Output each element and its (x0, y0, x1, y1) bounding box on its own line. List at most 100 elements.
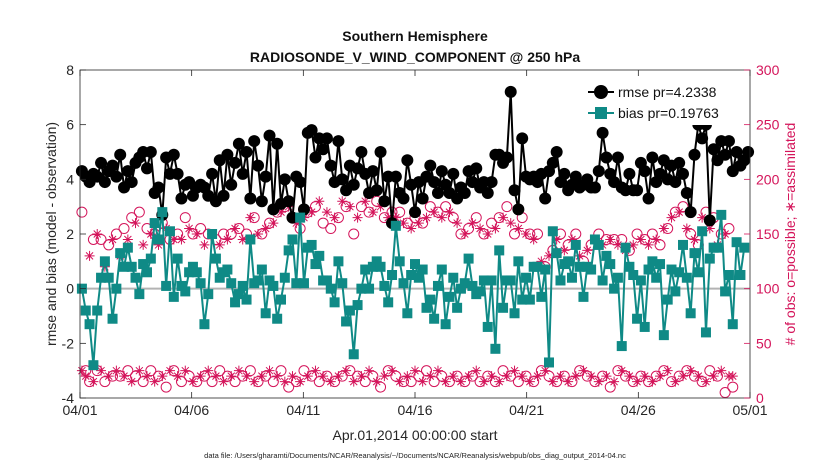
obs-assimilated-marker (111, 365, 122, 376)
obs-assimilated-marker (260, 223, 271, 234)
obs-assimilated-marker (164, 365, 175, 376)
obs-possible-marker (501, 201, 513, 213)
rmse-point (355, 146, 368, 158)
obs-assimilated-marker (390, 212, 401, 223)
bias-point (264, 275, 275, 286)
bias-point (310, 259, 321, 270)
y-tick-label: -4 (62, 390, 75, 406)
bias-point (180, 286, 191, 297)
rmse-point (332, 135, 345, 148)
bias-point (628, 270, 639, 280)
bias-point (80, 305, 91, 316)
bias-point (233, 289, 244, 300)
bias-point (436, 264, 447, 275)
obs-assimilated-marker (249, 376, 260, 387)
obs-assimilated-marker (578, 365, 589, 376)
bias-point (168, 291, 179, 302)
bias-point (712, 242, 723, 253)
rmse-point (144, 146, 157, 158)
bias-point (256, 264, 267, 275)
rmse-point (236, 167, 249, 180)
obs-possible-marker (719, 387, 731, 399)
bias-point (513, 256, 524, 267)
rmse-point (588, 181, 601, 194)
obs-assimilated-marker (700, 376, 711, 387)
obs-assimilated-marker (88, 376, 99, 387)
bias-point (666, 264, 677, 275)
obs-assimilated-marker (406, 223, 417, 234)
obs-assimilated-marker (716, 365, 727, 376)
bias-point (172, 253, 183, 264)
bias-point (727, 319, 738, 330)
x-tick-label: 04/16 (397, 402, 432, 418)
bias-point (130, 272, 141, 283)
rmse-series-group (75, 85, 755, 230)
rmse-point (592, 165, 605, 178)
obs-assimilated-marker (475, 223, 486, 234)
rmse-point (225, 178, 238, 191)
y-right-tick-label: 300 (756, 62, 780, 78)
x-tick-label: 04/01 (62, 402, 97, 418)
y-right-axis-label: # of obs: o=possible; ∗=assimilated (782, 123, 798, 346)
obs-possible-marker (348, 228, 360, 240)
bias-point (674, 267, 685, 278)
obs-assimilated-marker (306, 207, 317, 218)
bias-point (134, 289, 145, 300)
bias-point (551, 248, 562, 259)
obs-assimilated-marker (291, 218, 302, 229)
rmse-point (401, 154, 414, 167)
bias-point (578, 291, 589, 302)
bias-point (245, 234, 256, 245)
bias-point (429, 313, 440, 324)
bias-point (536, 291, 547, 302)
bias-point (237, 280, 248, 291)
obs-assimilated-marker (318, 371, 329, 382)
obs-assimilated-marker (478, 376, 489, 387)
obs-assimilated-marker (122, 234, 133, 245)
obs-assimilated-marker (195, 371, 206, 382)
x-tick-label: 04/26 (621, 402, 656, 418)
obs-assimilated-marker (302, 371, 313, 382)
rmse-point (248, 135, 261, 148)
bias-point (643, 264, 654, 275)
rmse-point (646, 151, 659, 164)
obs-possible-marker (325, 223, 337, 235)
bias-point (605, 259, 616, 270)
rmse-point (259, 170, 272, 183)
bias-point (612, 272, 623, 283)
bias-point (498, 302, 509, 313)
bias-point (142, 267, 152, 278)
rmse-point (428, 176, 441, 189)
bias-point (544, 357, 554, 368)
bias-point (505, 275, 516, 286)
obs-assimilated-marker (593, 376, 604, 387)
bias-point (624, 261, 635, 272)
y-right-tick-label: 250 (756, 117, 780, 133)
obs-assimilated-marker (191, 229, 202, 239)
bias-point (486, 275, 497, 286)
rmse-point (409, 206, 421, 219)
bias-point (413, 272, 424, 283)
bias-point (452, 302, 463, 313)
obs-assimilated-marker (524, 376, 535, 387)
rmse-point (435, 165, 448, 178)
rmse-point (696, 132, 709, 145)
rmse-point (719, 148, 732, 161)
obs-assimilated-marker (76, 365, 87, 376)
obs-assimilated-marker (398, 218, 409, 229)
rmse-point (684, 206, 697, 219)
obs-assimilated-marker (532, 371, 543, 382)
bias-point (161, 280, 172, 291)
rmse-point (378, 195, 391, 208)
obs-assimilated-marker (601, 371, 612, 382)
rmse-point (730, 146, 743, 158)
bias-point (697, 226, 708, 237)
obs-assimilated-marker (528, 234, 539, 245)
obs-assimilated-marker (356, 371, 367, 382)
obs-assimilated-marker (84, 250, 95, 261)
obs-assimilated-marker (463, 371, 474, 382)
obs-assimilated-marker (168, 234, 179, 245)
obs-assimilated-marker (413, 218, 424, 229)
bias-point (394, 256, 405, 267)
